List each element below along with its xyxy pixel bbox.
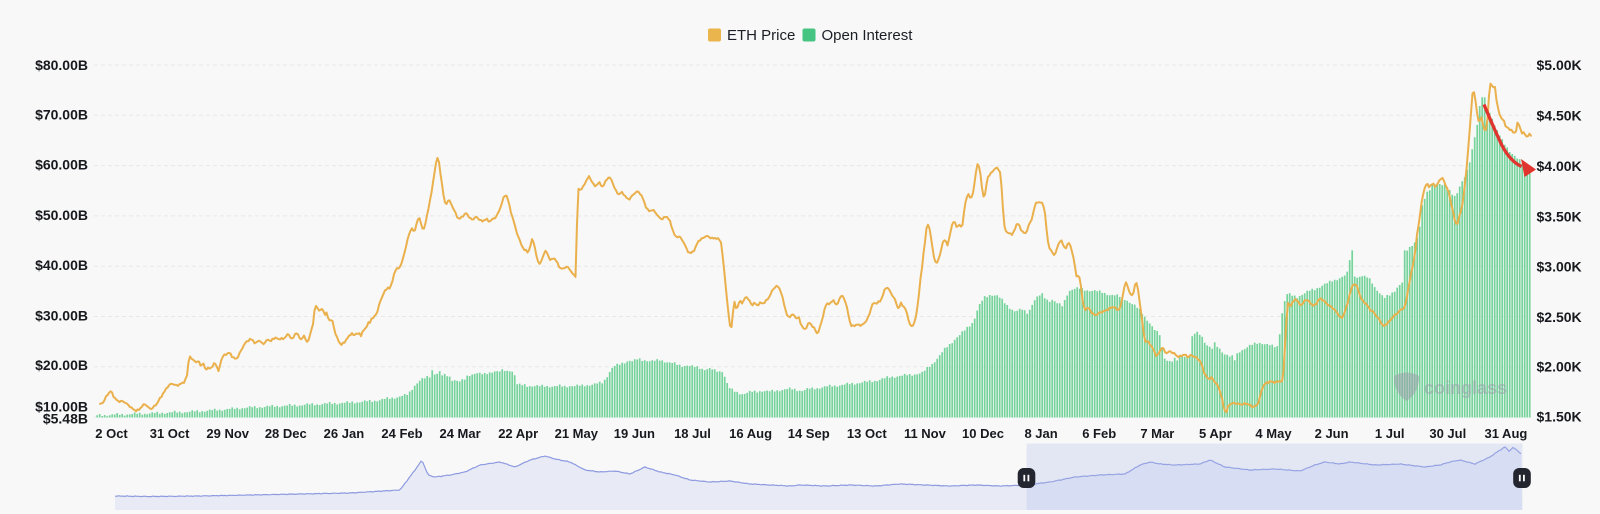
svg-text:22 Apr: 22 Apr (498, 426, 538, 441)
svg-text:$2.00K: $2.00K (1537, 359, 1582, 375)
svg-text:$4.50K: $4.50K (1537, 108, 1582, 124)
svg-text:2 Oct: 2 Oct (95, 426, 128, 441)
svg-text:ETH Price: ETH Price (727, 27, 795, 44)
svg-text:1 Jul: 1 Jul (1375, 426, 1405, 441)
svg-text:11 Nov: 11 Nov (904, 426, 947, 441)
svg-text:$3.00K: $3.00K (1537, 258, 1582, 274)
svg-text:13 Oct: 13 Oct (847, 426, 887, 441)
svg-text:14 Sep: 14 Sep (788, 426, 830, 441)
svg-text:$4.00K: $4.00K (1537, 158, 1582, 174)
svg-text:$60.00B: $60.00B (35, 157, 88, 173)
svg-text:31 Oct: 31 Oct (150, 426, 190, 441)
svg-text:$20.00B: $20.00B (35, 357, 88, 373)
svg-text:28 Dec: 28 Dec (265, 426, 307, 441)
svg-text:19 Jun: 19 Jun (614, 426, 655, 441)
svg-text:$5.00K: $5.00K (1537, 57, 1582, 73)
svg-text:$3.50K: $3.50K (1537, 209, 1582, 225)
svg-text:6 Feb: 6 Feb (1082, 426, 1116, 441)
svg-text:$2.50K: $2.50K (1537, 309, 1582, 325)
svg-text:$1.50K: $1.50K (1537, 409, 1582, 425)
svg-text:18 Jul: 18 Jul (674, 426, 711, 441)
svg-text:5 Apr: 5 Apr (1199, 426, 1232, 441)
svg-text:26 Jan: 26 Jan (324, 426, 365, 441)
svg-text:30 Jul: 30 Jul (1429, 426, 1466, 441)
svg-text:$30.00B: $30.00B (35, 308, 88, 324)
svg-text:24 Mar: 24 Mar (439, 426, 480, 441)
svg-text:4 May: 4 May (1255, 426, 1292, 441)
svg-text:21 May: 21 May (555, 426, 599, 441)
svg-text:8 Jan: 8 Jan (1024, 426, 1057, 441)
svg-text:10 Dec: 10 Dec (962, 426, 1004, 441)
svg-text:$40.00B: $40.00B (35, 257, 88, 273)
svg-text:$70.00B: $70.00B (35, 107, 88, 123)
svg-text:7 Mar: 7 Mar (1140, 426, 1174, 441)
svg-text:16 Aug: 16 Aug (729, 426, 772, 441)
svg-text:$10.00B: $10.00B (35, 398, 88, 414)
svg-text:29 Nov: 29 Nov (206, 426, 249, 441)
svg-text:31 Aug: 31 Aug (1484, 426, 1527, 441)
svg-text:$50.00B: $50.00B (35, 207, 88, 223)
svg-text:2 Jun: 2 Jun (1315, 426, 1349, 441)
svg-text:$5.48B: $5.48B (43, 411, 88, 427)
svg-text:$80.00B: $80.00B (35, 57, 88, 73)
svg-text:Open Interest: Open Interest (822, 27, 914, 44)
svg-text:coinglass: coinglass (1424, 378, 1507, 398)
svg-text:24 Feb: 24 Feb (381, 426, 422, 441)
